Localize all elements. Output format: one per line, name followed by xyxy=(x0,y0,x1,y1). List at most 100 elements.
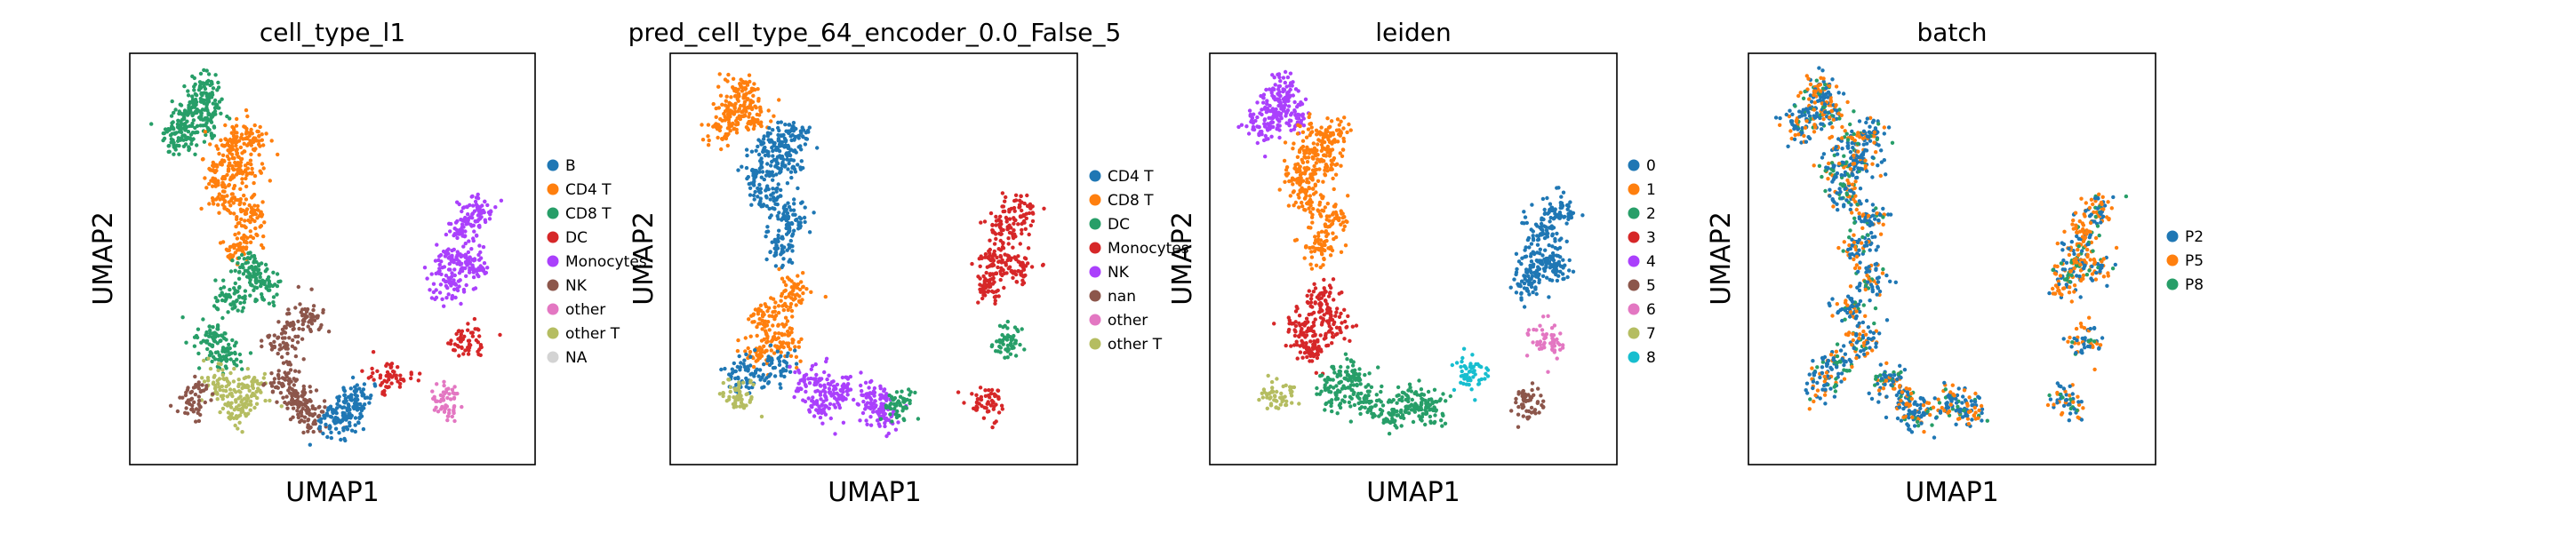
scatter-point xyxy=(988,238,992,243)
scatter-point xyxy=(807,381,812,386)
scatter-point xyxy=(287,386,292,390)
scatter-point xyxy=(1020,231,1024,236)
scatter-point xyxy=(982,219,988,224)
scatter-point xyxy=(916,417,921,421)
scatter-point xyxy=(1363,372,1367,378)
scatter-point xyxy=(162,136,167,141)
scatter-point xyxy=(224,359,228,363)
scatter-point xyxy=(795,292,799,297)
legend-marker xyxy=(547,231,559,243)
scatter-point xyxy=(1331,219,1335,223)
scatter-point xyxy=(252,260,256,265)
legend-label: NK xyxy=(1108,264,1130,282)
scatter-point xyxy=(986,400,990,404)
scatter-point xyxy=(244,184,249,189)
scatter-point xyxy=(264,285,268,290)
scatter-point xyxy=(220,97,224,101)
scatter-point xyxy=(1016,254,1020,259)
scatter-point xyxy=(744,352,748,357)
scatter-point xyxy=(226,163,231,169)
scatter-point xyxy=(300,337,305,341)
scatter-point xyxy=(477,258,482,262)
scatter-plot-area xyxy=(700,72,1046,439)
scatter-point xyxy=(1332,236,1336,242)
scatter-point xyxy=(727,394,732,399)
scatter-point xyxy=(752,197,756,202)
scatter-point xyxy=(1308,327,1313,332)
scatter-point xyxy=(743,86,748,91)
scatter-point xyxy=(260,200,265,204)
scatter-point xyxy=(223,123,228,128)
scatter-point xyxy=(783,315,788,320)
scatter-point xyxy=(1338,373,1343,378)
scatter-point xyxy=(1261,387,1267,392)
scatter-point xyxy=(1022,201,1027,206)
scatter-point xyxy=(254,276,259,281)
scatter-point xyxy=(268,381,273,386)
scatter-point xyxy=(227,253,232,259)
scatter-point xyxy=(300,313,306,317)
panel-title: cell_type_l1 xyxy=(260,18,405,47)
scatter-point xyxy=(1323,230,1328,235)
scatter-plot-area xyxy=(1236,69,1585,436)
scatter-point xyxy=(717,72,722,76)
scatter-point xyxy=(385,362,389,366)
scatter-point xyxy=(779,187,783,193)
scatter-point xyxy=(250,384,255,389)
scatter-point xyxy=(796,274,800,278)
scatter-point xyxy=(460,225,464,230)
scatter-point xyxy=(1300,355,1305,360)
scatter-point xyxy=(1313,182,1318,187)
scatter-point xyxy=(770,206,775,211)
scatter-point xyxy=(1428,414,1433,419)
scatter-point xyxy=(765,339,770,344)
scatter-point xyxy=(238,265,243,270)
scatter-point xyxy=(1042,206,1046,211)
scatter-point xyxy=(236,389,242,394)
scatter-point xyxy=(717,392,723,396)
scatter-point xyxy=(167,149,172,154)
scatter-point xyxy=(372,378,376,382)
scatter-point xyxy=(301,430,306,435)
scatter-point xyxy=(1338,325,1342,330)
scatter-point xyxy=(732,105,737,109)
scatter-point xyxy=(169,114,174,118)
scatter-point xyxy=(235,298,239,303)
scatter-point xyxy=(308,398,312,402)
scatter-point xyxy=(757,316,762,322)
scatter-point xyxy=(1324,298,1328,304)
scatter-point xyxy=(1297,169,1301,174)
scatter-point xyxy=(742,102,747,107)
scatter-point xyxy=(796,388,801,393)
scatter-point xyxy=(773,252,779,257)
scatter-point xyxy=(1311,320,1316,325)
scatter-point xyxy=(322,399,327,403)
scatter-point xyxy=(439,407,444,411)
scatter-point xyxy=(204,330,209,336)
scatter-point xyxy=(1289,344,1293,348)
scatter-point xyxy=(996,265,1000,270)
scatter-point xyxy=(767,215,772,220)
scatter-point xyxy=(372,384,378,388)
scatter-point xyxy=(1025,193,1029,198)
scatter-point xyxy=(798,217,804,221)
scatter-point xyxy=(766,358,771,363)
scatter-point xyxy=(742,358,747,362)
scatter-point xyxy=(244,241,249,245)
scatter-point xyxy=(1283,179,1287,184)
scatter-point xyxy=(868,415,873,419)
scatter-point xyxy=(444,387,449,392)
scatter-point xyxy=(846,382,851,386)
scatter-point xyxy=(463,348,468,353)
scatter-point xyxy=(896,399,900,403)
scatter-point xyxy=(242,257,246,261)
scatter-point xyxy=(261,143,266,147)
scatter-point xyxy=(1313,241,1317,245)
scatter-point xyxy=(1290,111,1294,115)
scatter-point xyxy=(260,162,265,166)
y-axis-label: UMAP2 xyxy=(88,211,119,306)
scatter-point xyxy=(244,405,249,410)
scatter-point xyxy=(231,201,236,205)
scatter-point xyxy=(790,232,796,236)
scatter-point xyxy=(217,377,222,381)
